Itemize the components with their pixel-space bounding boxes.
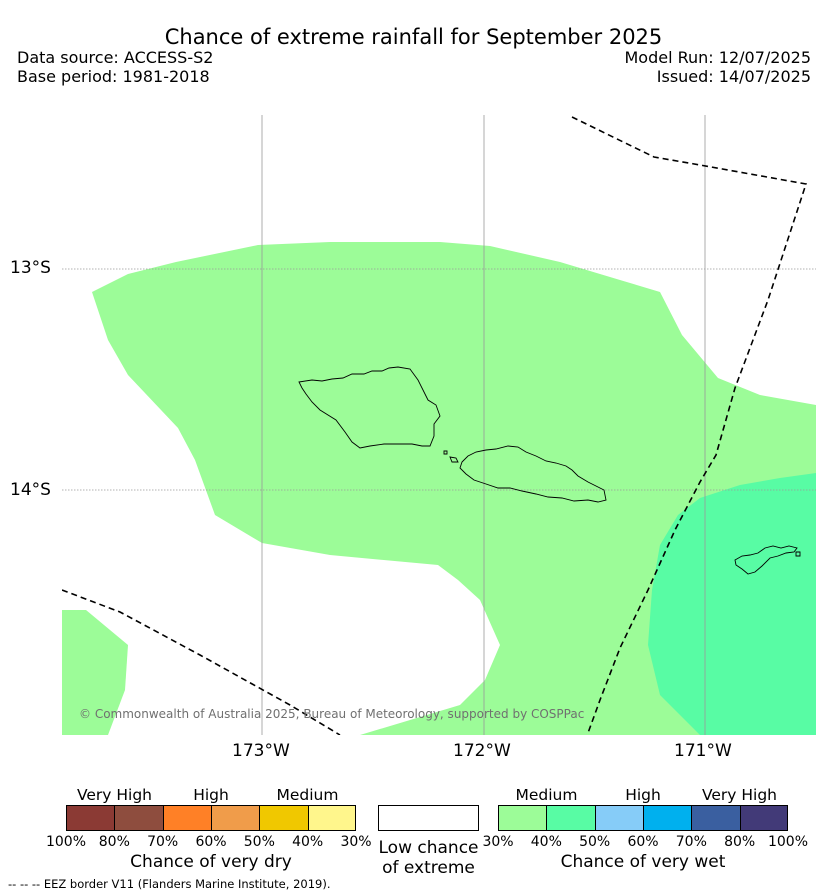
wet-swatch-3 (643, 805, 693, 831)
dry-tick-3: 60% (195, 834, 227, 850)
dry-tick-2: 70% (147, 834, 179, 850)
dry-swatch-0 (66, 805, 116, 831)
model-run-text: Model Run: 12/07/2025 (624, 48, 812, 67)
dry-swatch-5 (307, 805, 356, 831)
manono-island-outline (449, 456, 459, 463)
issued-text: Issued: 14/07/2025 (656, 67, 811, 86)
medium-wet-40-region (648, 473, 816, 735)
wet-swatch-1 (546, 805, 596, 831)
dry-heading-high: High (193, 786, 229, 804)
dry-tick-0: 100% (45, 834, 87, 850)
low-chance-swatch (378, 805, 479, 831)
wet-heading-very-high: Very High (701, 786, 778, 804)
wet-swatch-5 (739, 805, 788, 831)
lat-label-14s: 14°S (10, 480, 51, 500)
wet-tick-5: 80% (724, 834, 756, 850)
wet-tick-2: 50% (579, 834, 611, 850)
dry-tick-4: 50% (243, 834, 275, 850)
wet-tick-3: 60% (627, 834, 659, 850)
wet-tick-0: 30% (482, 834, 514, 850)
tutuila-island-outline (734, 545, 798, 575)
savaii-island-outline (298, 366, 441, 449)
dry-swatch-1 (114, 805, 164, 831)
wet-tick-4: 70% (675, 834, 707, 850)
wet-heading-high: High (625, 786, 661, 804)
low-chance-label-line1: Low chance (378, 838, 479, 858)
lon-label-173w: 173°W (232, 741, 290, 761)
wet-swatch-4 (691, 805, 741, 831)
gridlines (62, 115, 816, 735)
dry-tick-1: 80% (98, 834, 130, 850)
dry-tick-6: 30% (340, 834, 372, 850)
dry-colorbar-label: Chance of very dry (130, 852, 292, 872)
dry-swatch-3 (211, 805, 261, 831)
copyright-text: © Commonwealth of Australia 2025, Bureau… (79, 707, 585, 721)
dry-heading-very-high: Very High (76, 786, 153, 804)
wet-swatch-0 (498, 805, 548, 831)
data-source-text: Data source: ACCESS-S2 (17, 48, 214, 67)
dry-swatch-2 (162, 805, 212, 831)
wet-tick-6: 100% (767, 834, 809, 850)
eez-border (62, 116, 808, 735)
medium-wet-region-southwest (62, 610, 128, 735)
page-title: Chance of extreme rainfall for September… (164, 25, 663, 49)
wet-tick-1: 40% (530, 834, 562, 850)
wet-colorbar-label: Chance of very wet (560, 852, 726, 872)
dry-tick-5: 40% (292, 834, 324, 850)
wet-swatch-2 (594, 805, 644, 831)
low-chance-label-line2: of extreme (382, 858, 475, 878)
dry-swatch-4 (259, 805, 309, 831)
aunuu-island-outline (795, 551, 801, 557)
eez-border-note: -- -- -- EEZ border V11 (Flanders Marine… (8, 877, 331, 891)
wet-heading-medium: Medium (515, 786, 578, 804)
upolu-island-outline (459, 445, 607, 503)
lon-label-171w: 171°W (674, 741, 732, 761)
lat-label-13s: 13°S (10, 258, 51, 278)
apolima-island-outline (443, 450, 448, 455)
dry-heading-medium: Medium (276, 786, 339, 804)
base-period-text: Base period: 1981-2018 (17, 67, 210, 86)
island-coastlines (298, 366, 801, 575)
lon-label-172w: 172°W (453, 741, 511, 761)
medium-wet-region (92, 242, 816, 735)
